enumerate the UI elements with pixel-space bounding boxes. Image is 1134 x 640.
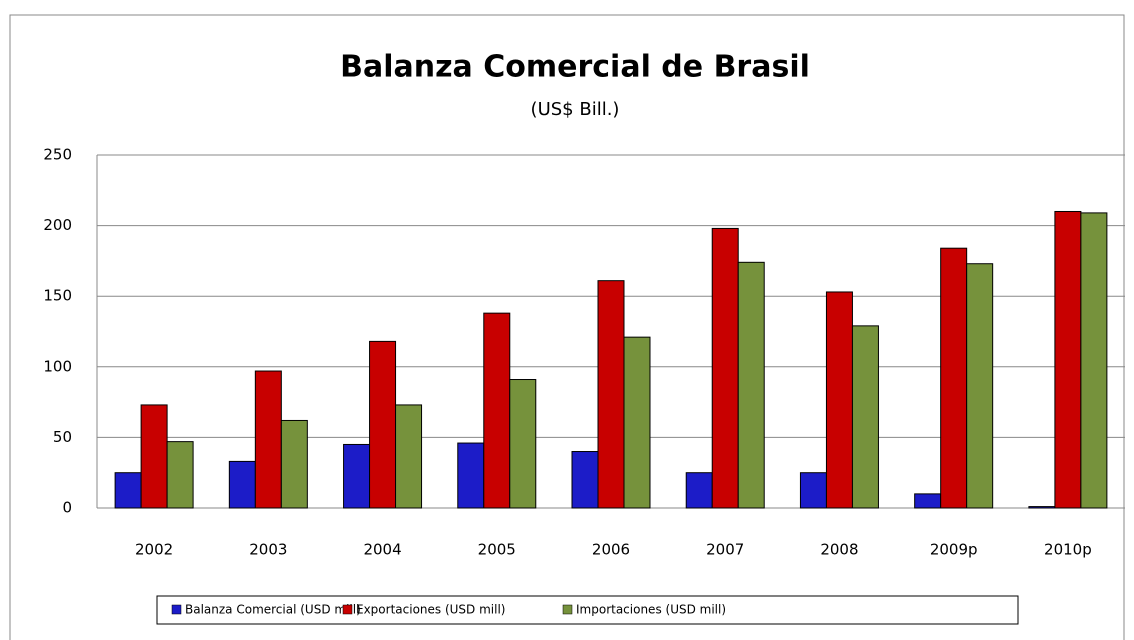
y-tick-label: 100 [43, 357, 72, 375]
bar [509, 379, 537, 509]
chart-frame [9, 14, 1125, 640]
bar [254, 370, 282, 509]
y-tick-label: 0 [62, 499, 72, 517]
x-tick-label: 2003 [249, 541, 287, 559]
x-tick-label: 2005 [478, 541, 516, 559]
x-tick-label: 2006 [592, 541, 630, 559]
legend-swatch [342, 604, 353, 615]
bar [966, 263, 994, 509]
bar [571, 451, 599, 509]
y-tick-label: 50 [53, 428, 72, 446]
legend-swatch [562, 604, 573, 615]
legend-swatch [171, 604, 182, 615]
legend-label: Exportaciones (USD mill) [356, 603, 505, 617]
legend-label: Importaciones (USD mill) [576, 603, 726, 617]
bar [114, 472, 142, 509]
bar [1028, 506, 1056, 509]
bar [228, 460, 256, 509]
legend-box [156, 595, 1019, 625]
bar [1054, 210, 1082, 509]
bar [914, 493, 942, 509]
bar [483, 312, 511, 509]
bar [343, 443, 371, 509]
chart-subtitle: (US$ Bill.) [531, 99, 620, 120]
bar [711, 227, 739, 509]
bar [825, 291, 853, 509]
bar [1080, 212, 1108, 509]
bar [799, 472, 827, 509]
x-tick-label: 2010p [1044, 541, 1092, 559]
bar [851, 325, 879, 509]
bar [623, 336, 651, 509]
y-tick-label: 150 [43, 287, 72, 305]
x-tick-label: 2007 [706, 541, 744, 559]
y-tick-label: 200 [43, 216, 72, 234]
bar [369, 340, 397, 509]
x-tick-label: 2009p [930, 541, 978, 559]
bar [280, 419, 308, 509]
chart-title: Balanza Comercial de Brasil [340, 50, 810, 85]
bar [395, 404, 423, 509]
x-tick-label: 2008 [820, 541, 858, 559]
bar [166, 441, 194, 509]
y-tick-label: 250 [43, 146, 72, 164]
bar [685, 472, 713, 509]
bar [940, 247, 968, 509]
bar [737, 261, 765, 509]
bar [457, 442, 485, 509]
x-tick-label: 2002 [135, 541, 173, 559]
bar [597, 280, 625, 509]
bar [140, 404, 168, 509]
x-tick-label: 2004 [363, 541, 401, 559]
legend-label: Balanza Comercial (USD mill) [185, 603, 361, 617]
